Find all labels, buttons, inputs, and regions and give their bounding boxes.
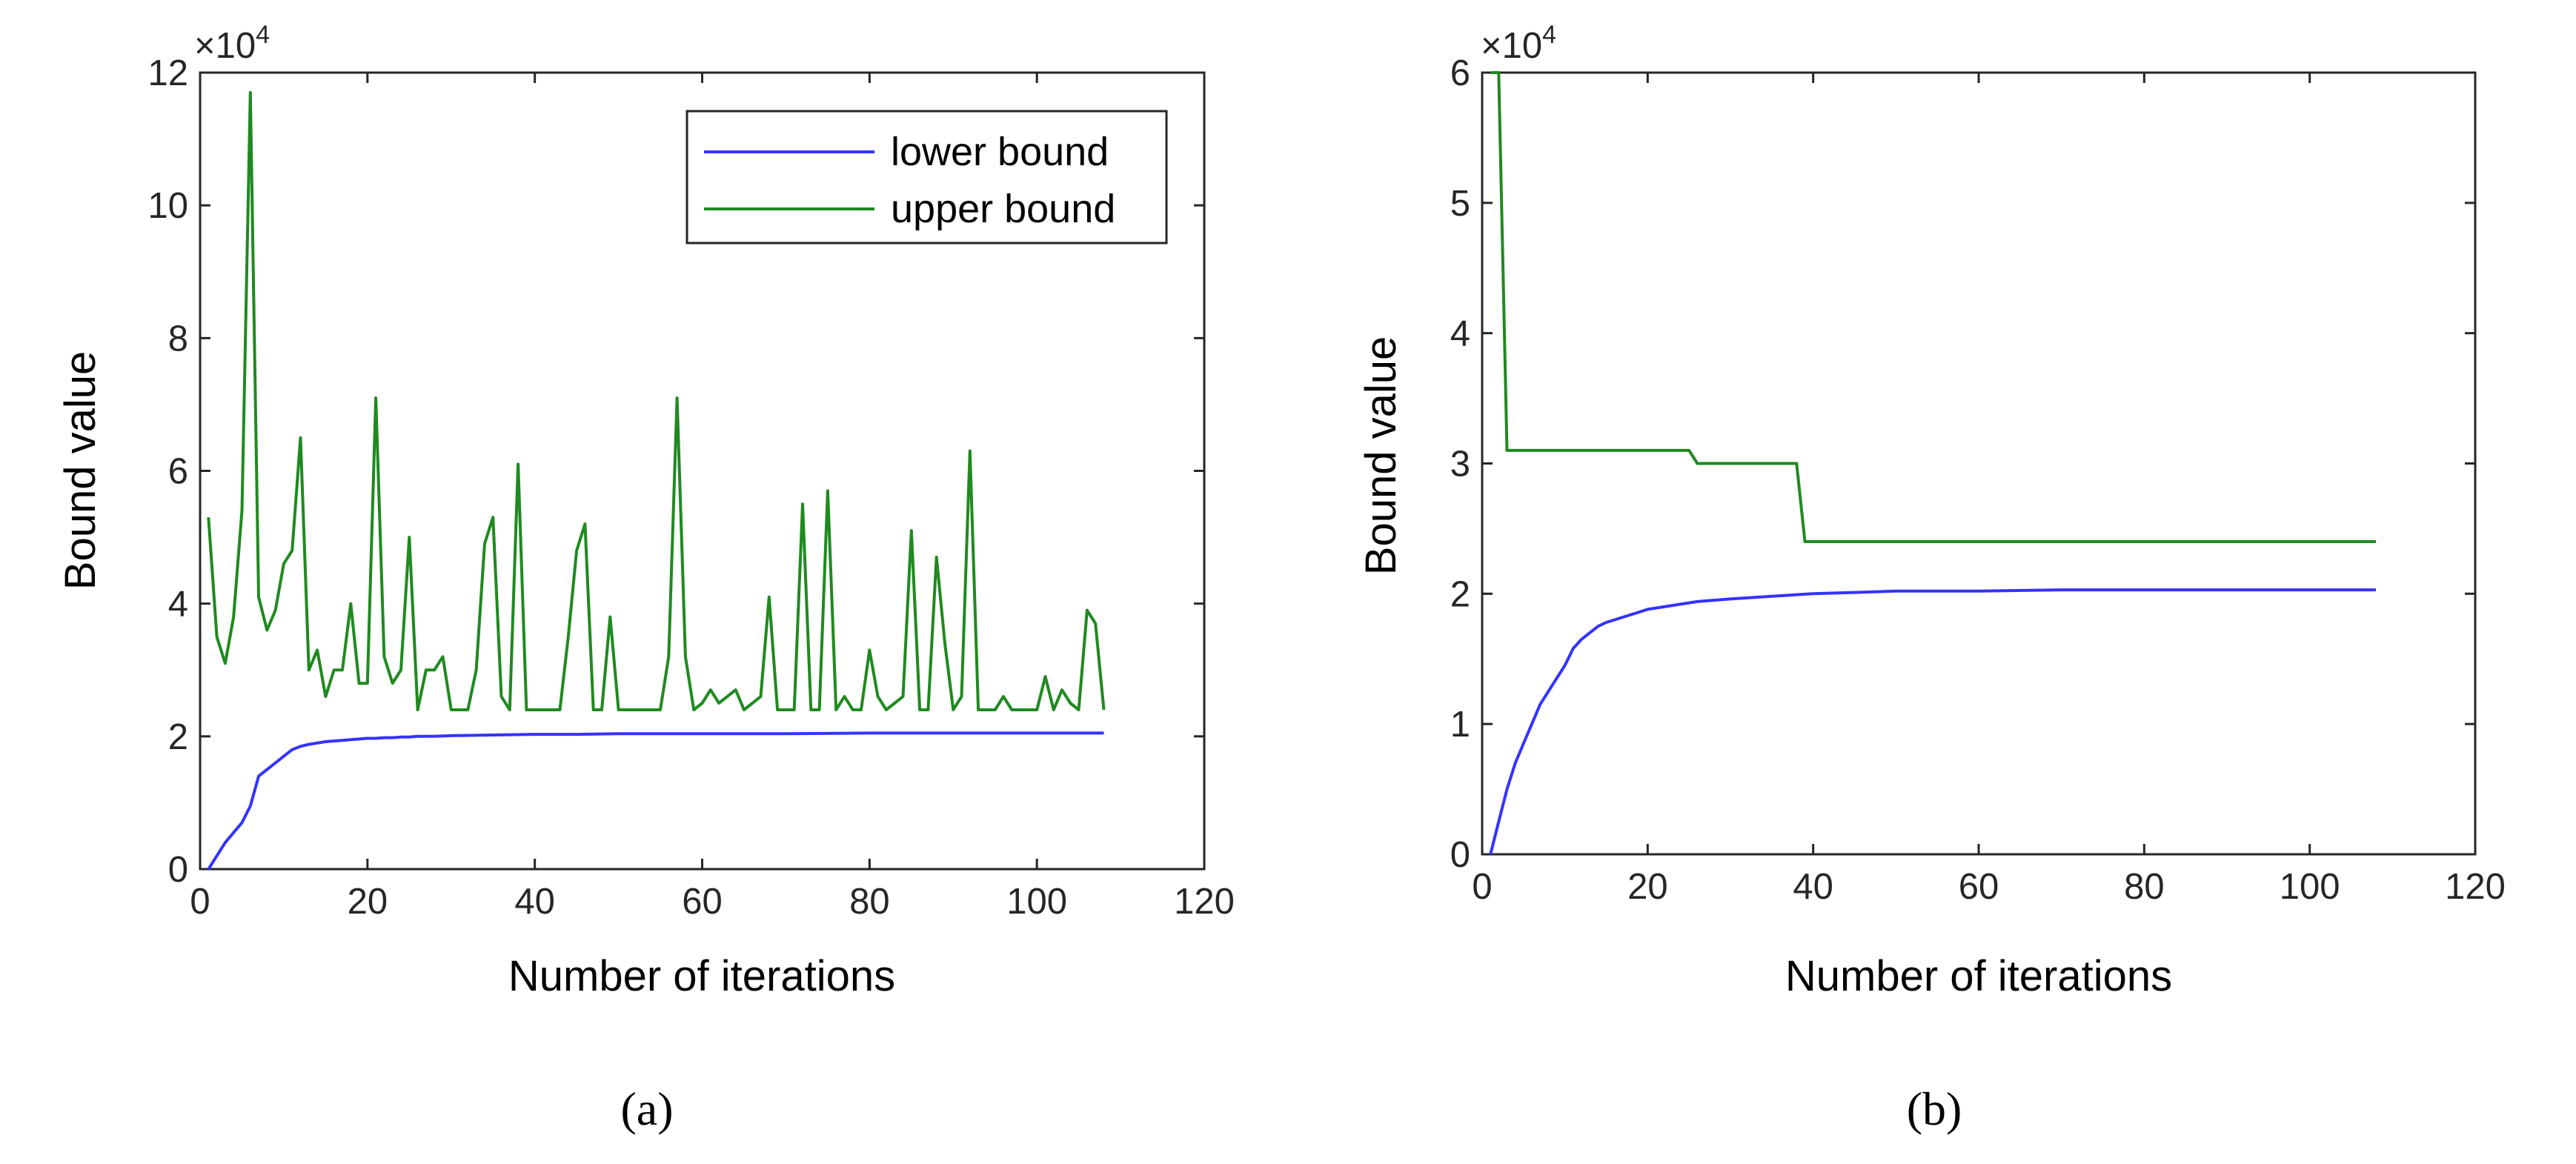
series-lines-b: [1489, 71, 2376, 855]
x-tick-label: 60: [682, 882, 723, 922]
y-tick-label: 12: [147, 53, 188, 93]
y-axis-label-b: Bound value: [1357, 336, 1405, 575]
caption-b: (b): [1907, 1082, 1962, 1135]
y-tick-label: 0: [1450, 835, 1470, 875]
y-multiplier-exp-a: 4: [256, 21, 270, 49]
plot-area-b: [1481, 71, 2477, 856]
x-tick-label: 0: [1472, 867, 1492, 907]
y-tick-label: 10: [147, 186, 188, 226]
legend-box: [686, 110, 1168, 245]
series-line-lower-bound: [1489, 588, 2376, 855]
y-tick-label: 0: [168, 850, 188, 890]
y-tick-label: 6: [168, 452, 188, 492]
legend-label-upper-bound: upper bound: [891, 187, 1115, 231]
y-tick-label: 2: [1450, 574, 1470, 614]
series-line-lower-bound: [207, 731, 1104, 871]
axis-ticks-a: 0 20 40 60 80 100 120 0 2 4 6 8 10 12: [147, 53, 1234, 922]
y-tick-label: 8: [168, 319, 188, 359]
x-tick-label: 120: [1174, 882, 1235, 922]
y-multiplier-base-a: ×10: [194, 26, 256, 66]
legend-label-lower-bound: lower bound: [891, 130, 1109, 174]
legend-a: lower bound upper bound: [686, 110, 1168, 245]
x-tick-label: 60: [1959, 867, 1999, 907]
x-tick-label: 20: [1627, 867, 1668, 907]
x-tick-label: 120: [2445, 867, 2506, 907]
y-tick-label: 4: [168, 585, 188, 625]
chart-panel-a: 0 20 40 60 80 100 120 0 2 4 6 8 10 12 lower bound upp…: [56, 21, 1235, 1000]
y-multiplier-exp-b: 4: [1542, 21, 1556, 49]
y-tick-label: 5: [1450, 184, 1470, 224]
x-tick-label: 100: [2280, 867, 2340, 907]
x-tick-label: 40: [514, 882, 555, 922]
series-lines-a: [207, 90, 1106, 871]
caption-a: (a): [620, 1082, 673, 1135]
y-tick-label: 4: [1450, 314, 1470, 354]
series-line-upper-bound: [1490, 71, 2376, 543]
x-tick-label: 80: [849, 882, 890, 922]
y-multiplier-base-b: ×10: [1481, 26, 1542, 66]
y-tick-label: 3: [1450, 445, 1470, 485]
x-tick-label: 0: [190, 882, 210, 922]
x-tick-label: 20: [348, 882, 388, 922]
x-tick-label: 40: [1793, 867, 1833, 907]
y-multiplier-a: ×104: [194, 21, 270, 66]
y-multiplier-b: ×104: [1481, 21, 1556, 66]
y-tick-label: 6: [1450, 53, 1470, 93]
x-axis-label-b: Number of iterations: [1785, 952, 2172, 1000]
x-tick-label: 100: [1006, 882, 1067, 922]
x-axis-label-a: Number of iterations: [508, 952, 895, 1000]
y-axis-label-a: Bound value: [56, 351, 104, 590]
y-tick-label: 2: [168, 717, 188, 757]
series-line-upper-bound: [207, 90, 1106, 711]
x-tick-label: 80: [2124, 867, 2165, 907]
y-tick-label: 1: [1450, 705, 1470, 745]
